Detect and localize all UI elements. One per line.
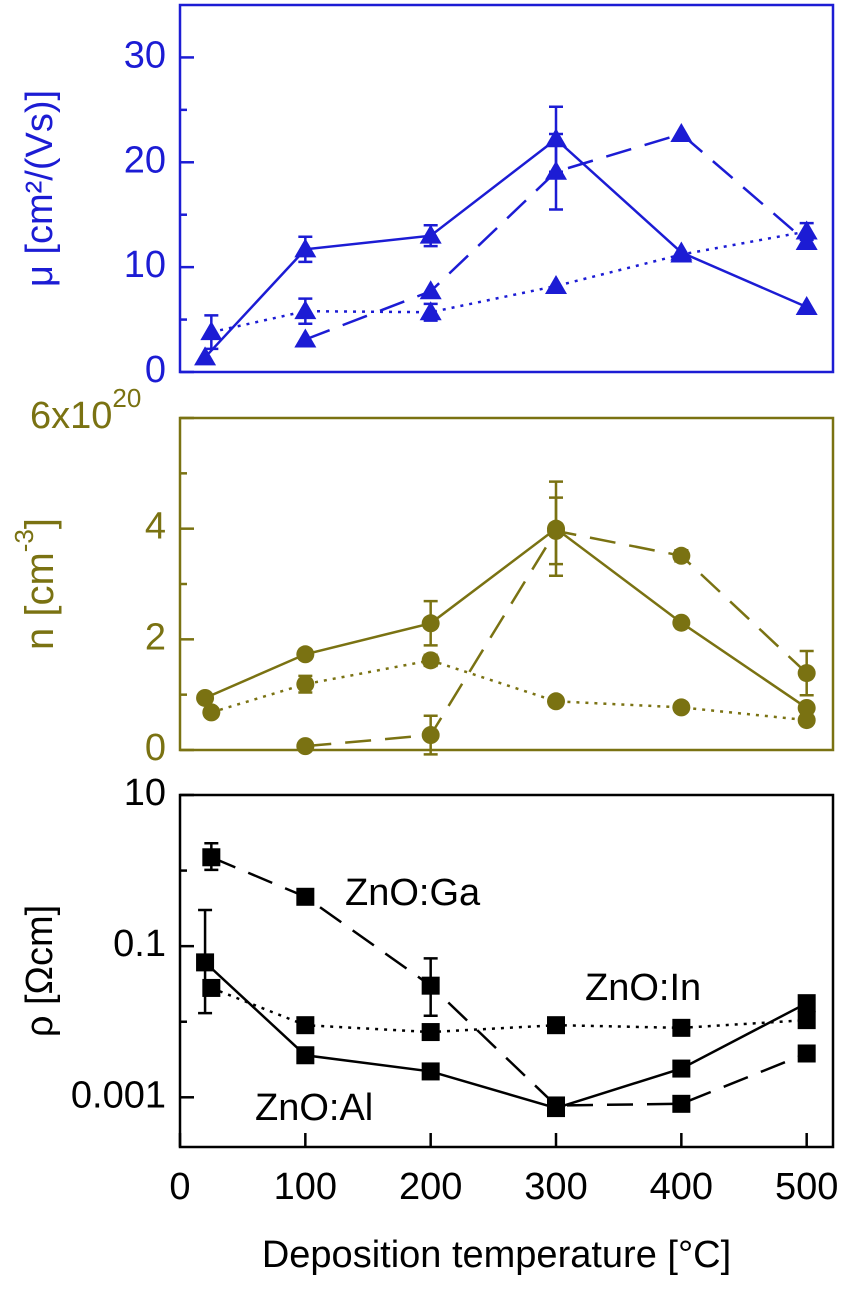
series-line <box>304 132 808 341</box>
marker <box>670 243 693 263</box>
x-tick-label: 200 <box>399 1166 462 1208</box>
marker <box>797 711 816 730</box>
marker <box>296 645 315 664</box>
y-tick-label: 10 <box>124 244 166 286</box>
marker <box>421 726 440 745</box>
series-line <box>204 961 808 1110</box>
marker <box>196 953 215 972</box>
y-tick-label: 0.1 <box>113 923 166 965</box>
marker <box>670 122 693 142</box>
y-tick-exponent: 20 <box>112 383 141 413</box>
marker <box>419 301 442 321</box>
marker <box>421 1062 440 1081</box>
marker <box>296 675 315 694</box>
marker <box>294 300 317 320</box>
marker <box>202 703 221 722</box>
marker <box>296 1046 315 1065</box>
marker <box>545 160 568 180</box>
y-tick-label: 20 <box>124 139 166 181</box>
series-line <box>210 856 808 1107</box>
marker <box>672 698 691 717</box>
marker <box>202 978 221 997</box>
y-axis-label-part: n [cm <box>18 552 62 650</box>
y-tick-label: 6x1020 <box>30 383 141 437</box>
plot-frame <box>178 3 835 374</box>
marker <box>296 887 315 906</box>
y-axis-label-part: ] <box>18 518 62 529</box>
x-tick-label: 300 <box>524 1166 587 1208</box>
marker <box>672 1018 691 1037</box>
marker <box>545 275 568 295</box>
marker <box>547 1096 566 1115</box>
marker <box>194 346 217 366</box>
y-axis-label: n [cm-3] <box>9 518 62 650</box>
y-axis-label-part: -3 <box>9 529 39 552</box>
y-tick-label: 0.001 <box>71 1074 166 1116</box>
y-tick-label: 2 <box>145 616 166 658</box>
plot-frame <box>178 793 835 1149</box>
marker <box>296 737 315 756</box>
series-line <box>204 527 808 709</box>
y-tick-label: 0 <box>145 349 166 391</box>
marker <box>200 321 223 341</box>
y-axis-label: ρ [Ωcm] <box>19 905 61 1037</box>
marker <box>795 220 818 240</box>
series-label: ZnO:Ga <box>345 872 481 914</box>
x-tick-label: 0 <box>169 1166 190 1208</box>
marker <box>672 546 691 565</box>
x-tick-label: 400 <box>650 1166 713 1208</box>
marker <box>419 280 442 300</box>
marker <box>421 976 440 995</box>
marker <box>202 848 221 867</box>
y-tick-label: 30 <box>124 34 166 76</box>
y-axis-label: μ [cm²/(Vs)] <box>19 90 61 287</box>
marker <box>797 1011 816 1030</box>
marker <box>421 651 440 670</box>
marker <box>419 224 442 244</box>
marker <box>672 1059 691 1078</box>
series-line <box>210 659 807 722</box>
marker <box>294 328 317 348</box>
marker <box>672 1094 691 1113</box>
marker <box>296 1016 315 1035</box>
marker <box>797 1044 816 1063</box>
plot-frame <box>178 416 835 752</box>
y-tick-label: 0 <box>145 727 166 769</box>
marker <box>294 238 317 258</box>
marker <box>795 295 818 315</box>
y-tick-label: 10 <box>124 772 166 814</box>
series-label: ZnO:Al <box>255 1087 373 1129</box>
marker <box>421 614 440 633</box>
series-label: ZnO:In <box>585 967 701 1009</box>
series-line <box>210 986 807 1034</box>
series-line <box>204 137 808 359</box>
x-tick-label: 500 <box>775 1166 838 1208</box>
x-tick-label: 100 <box>274 1166 337 1208</box>
y-tick-label: 4 <box>145 506 166 548</box>
x-axis-label: Deposition temperature [°C] <box>262 1234 731 1276</box>
marker <box>547 521 566 540</box>
marker <box>672 613 691 632</box>
marker <box>196 688 215 707</box>
marker <box>547 1016 566 1035</box>
marker <box>421 1023 440 1042</box>
marker <box>797 994 816 1013</box>
marker <box>547 692 566 711</box>
marker <box>797 664 816 683</box>
